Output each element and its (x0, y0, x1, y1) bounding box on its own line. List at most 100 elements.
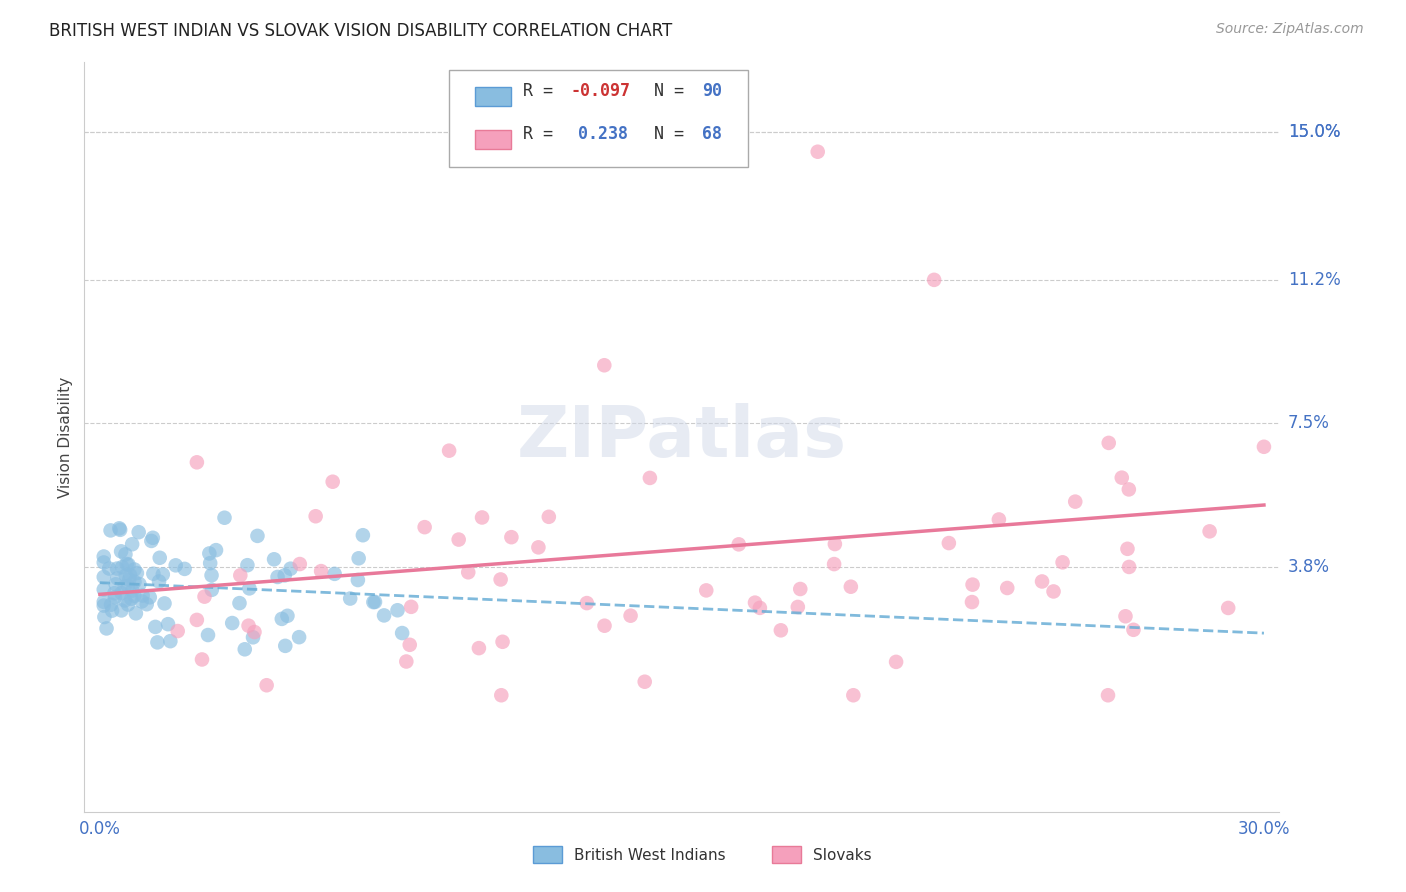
Point (121, 583, 143, 598)
Point (93, 595, 115, 609)
Point (537, 509, 560, 524)
Point (727, 537, 749, 551)
Point (117, 558, 139, 572)
Point (270, 612, 292, 626)
Point (1198, 524, 1220, 539)
Point (110, 586, 132, 600)
Point (93, 599, 115, 613)
Point (748, 600, 770, 615)
Point (124, 574, 146, 589)
Point (786, 599, 808, 614)
Point (201, 582, 224, 597)
Point (110, 544, 132, 558)
Point (1031, 574, 1053, 589)
Point (363, 595, 385, 609)
Point (238, 582, 260, 596)
Text: N =: N = (654, 126, 695, 144)
Point (166, 624, 188, 638)
Point (960, 595, 983, 609)
Point (229, 568, 252, 582)
Point (398, 638, 420, 652)
Point (148, 574, 170, 589)
Point (266, 570, 288, 584)
Point (120, 591, 142, 606)
Point (128, 577, 150, 591)
Text: 0.0%: 0.0% (79, 820, 121, 838)
Point (118, 573, 141, 587)
Point (373, 608, 395, 623)
Point (205, 543, 228, 558)
Point (124, 589, 146, 603)
FancyBboxPatch shape (772, 846, 801, 863)
Point (114, 568, 136, 582)
Point (276, 608, 298, 623)
Point (198, 546, 221, 560)
Point (149, 550, 172, 565)
Point (1052, 555, 1074, 569)
Point (104, 577, 127, 591)
Point (221, 615, 243, 630)
Point (1253, 440, 1275, 454)
Text: BRITISH WEST INDIAN VS SLOVAK VISION DISABILITY CORRELATION CHART: BRITISH WEST INDIAN VS SLOVAK VISION DIS… (49, 22, 672, 40)
Point (153, 596, 176, 610)
Y-axis label: Vision Disability: Vision Disability (58, 376, 73, 498)
Point (491, 688, 513, 702)
Point (399, 599, 422, 614)
Point (922, 273, 945, 287)
Point (387, 603, 409, 617)
Point (491, 634, 513, 648)
Point (823, 557, 845, 571)
Point (839, 580, 862, 594)
Point (193, 590, 215, 604)
Point (1098, 436, 1121, 450)
Point (214, 510, 236, 524)
Point (173, 562, 195, 576)
Point (114, 547, 136, 561)
Point (236, 558, 259, 573)
Text: Slovaks: Slovaks (814, 847, 872, 863)
Point (263, 552, 285, 566)
Point (111, 560, 134, 574)
Text: 11.2%: 11.2% (1288, 271, 1340, 289)
Point (243, 625, 266, 640)
Point (143, 620, 166, 634)
Point (117, 598, 139, 612)
Point (634, 674, 657, 689)
Point (288, 557, 311, 571)
Point (93, 570, 115, 584)
Point (128, 525, 150, 540)
Point (186, 455, 208, 469)
Point (769, 624, 792, 638)
Point (93, 556, 115, 570)
Point (242, 630, 264, 644)
Point (197, 628, 219, 642)
Point (1114, 609, 1136, 624)
Point (152, 567, 174, 582)
Point (108, 523, 131, 537)
Point (228, 596, 250, 610)
Point (1118, 483, 1140, 497)
Point (391, 626, 413, 640)
Text: 3.8%: 3.8% (1288, 558, 1330, 576)
Point (274, 639, 297, 653)
Point (93, 582, 115, 597)
Point (186, 613, 208, 627)
Point (789, 582, 811, 596)
Point (93, 549, 115, 564)
Point (108, 521, 131, 535)
Point (322, 475, 344, 489)
Point (938, 536, 960, 550)
Point (1122, 623, 1144, 637)
Point (501, 530, 523, 544)
Point (471, 510, 494, 524)
Text: 0.238: 0.238 (578, 126, 628, 144)
Point (1111, 470, 1133, 484)
Text: British West Indians: British West Indians (575, 847, 725, 863)
Point (246, 529, 269, 543)
Point (1064, 494, 1087, 508)
Point (352, 528, 374, 542)
Point (987, 512, 1010, 526)
Point (824, 537, 846, 551)
Point (638, 471, 661, 485)
Point (198, 556, 221, 570)
